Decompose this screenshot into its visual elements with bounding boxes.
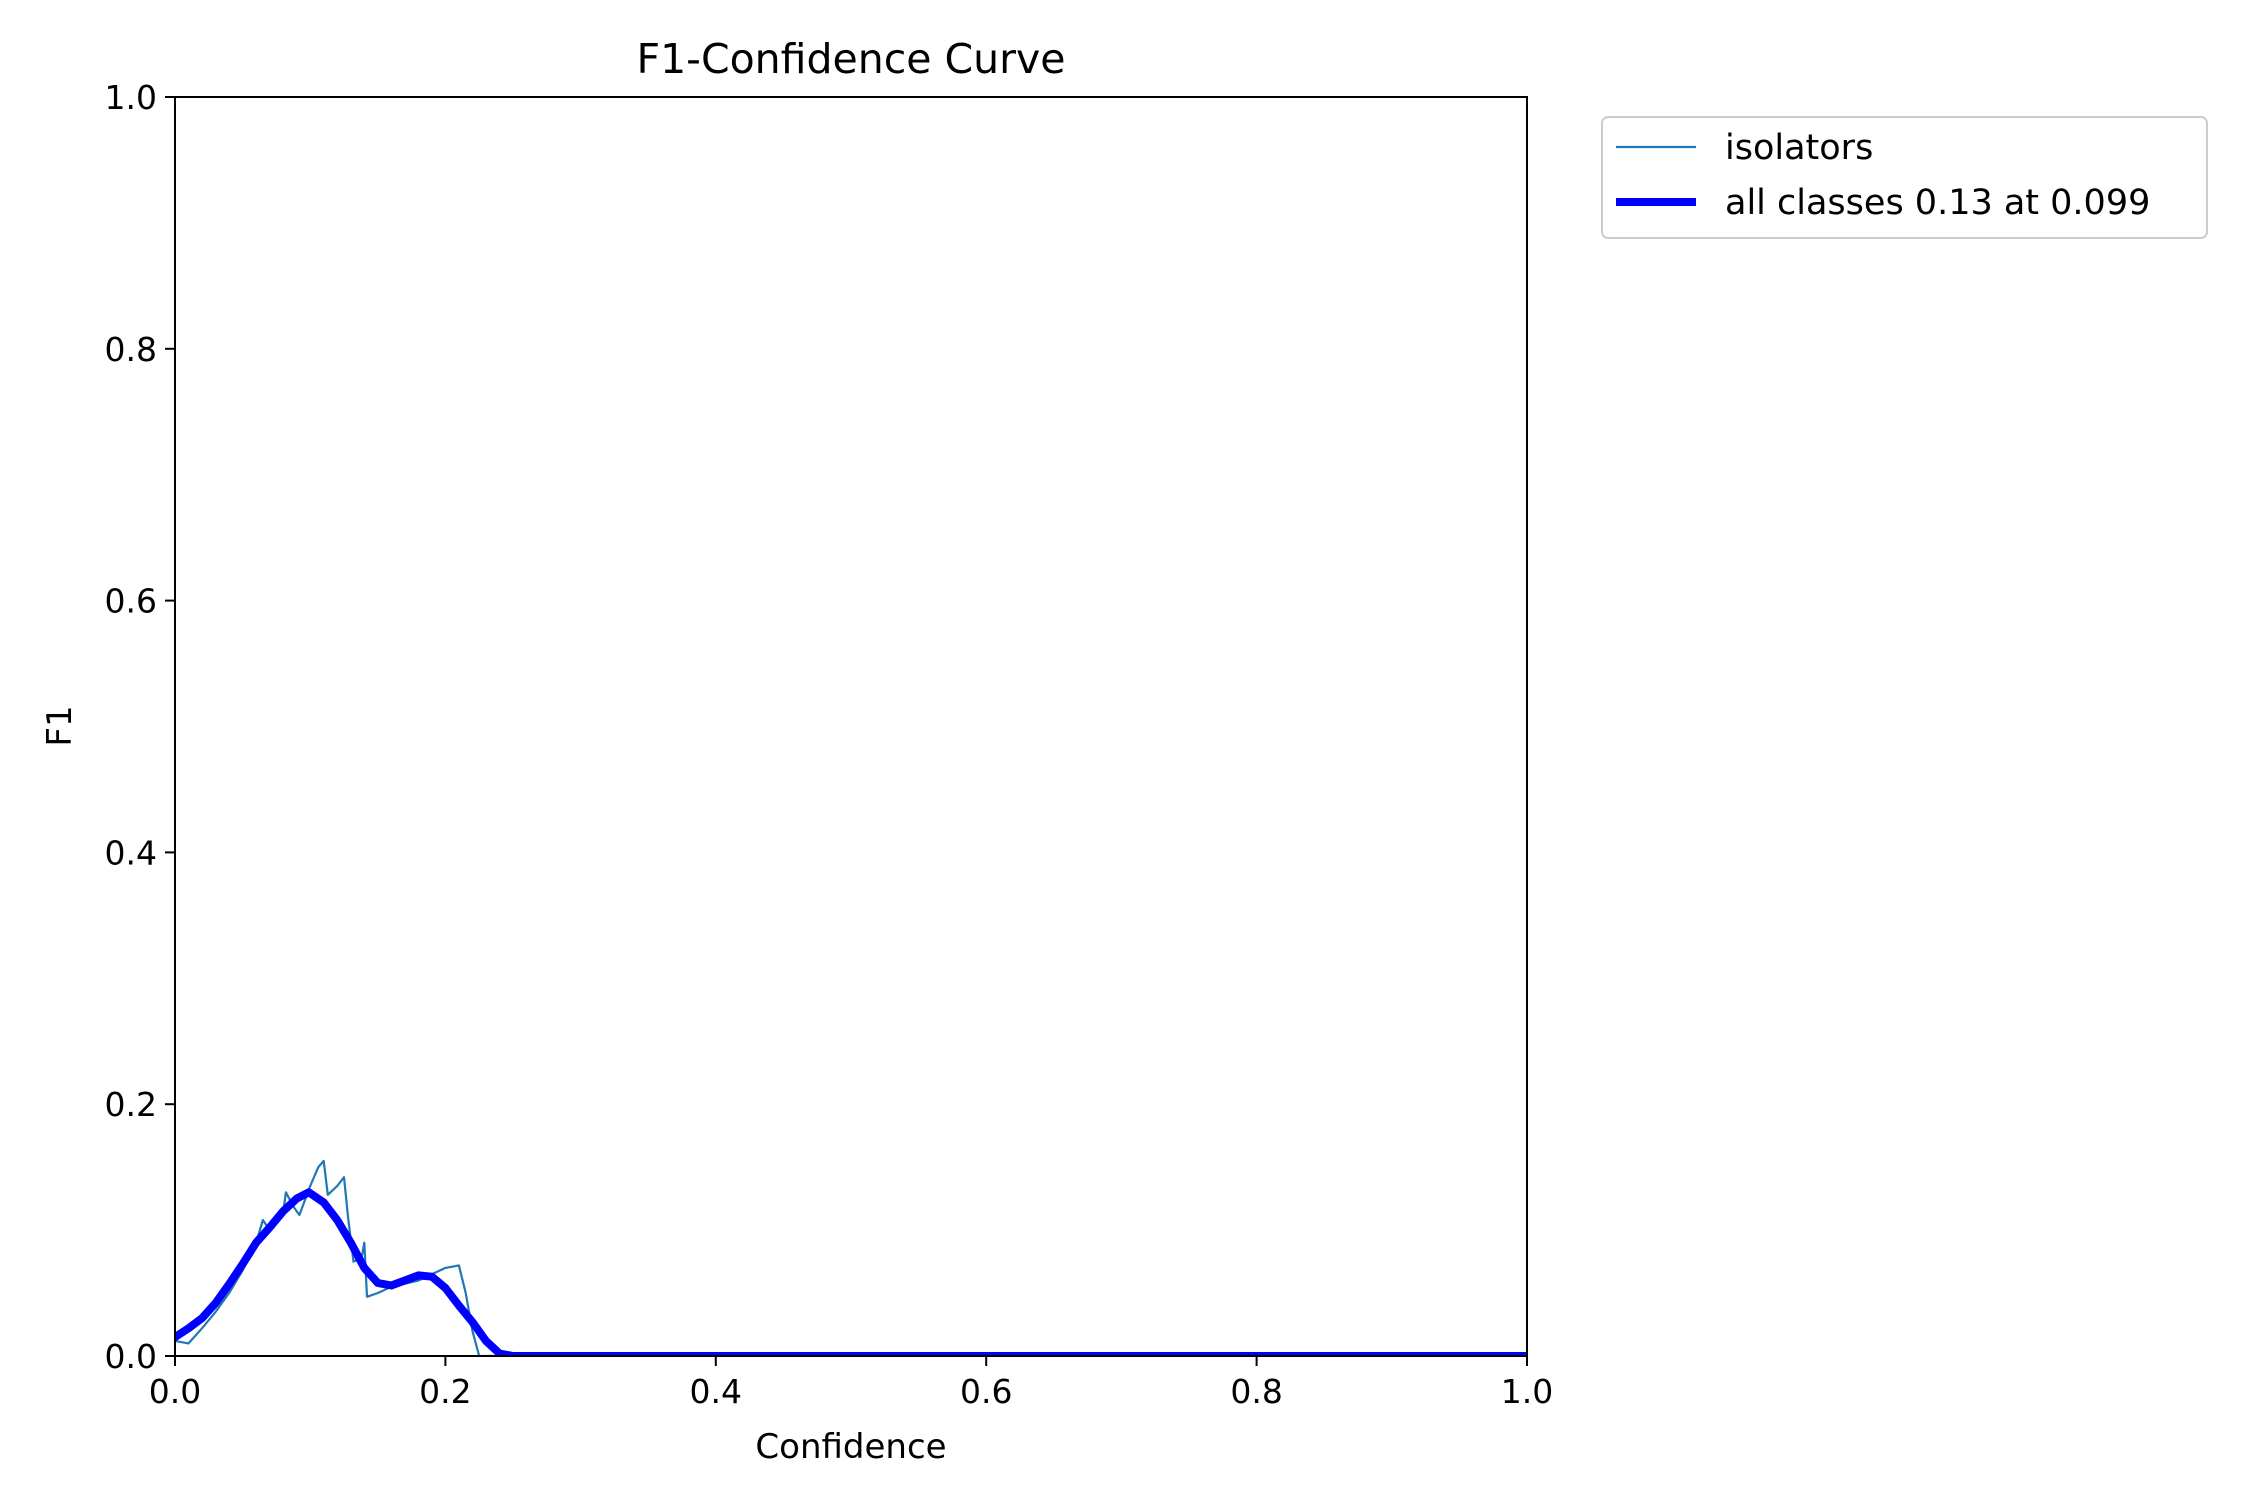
y-axis: 0.0 0.2 0.4 0.6 0.8 1.0 — [105, 78, 175, 1376]
y-tick-label: 0.6 — [105, 582, 157, 621]
y-axis-label: F1 — [40, 705, 80, 746]
x-tick-label: 0.2 — [419, 1372, 471, 1411]
series-line-all-classes — [175, 1188, 1527, 1356]
y-tick-label: 0.0 — [105, 1337, 157, 1376]
legend-label-isolators: isolators — [1725, 128, 1873, 168]
series-layer — [175, 1159, 1527, 1356]
x-axis-label: Confidence — [755, 1427, 946, 1467]
legend-label-all-classes: all classes 0.13 at 0.099 — [1725, 183, 2150, 223]
x-tick-label: 0.6 — [960, 1372, 1012, 1411]
x-tick-label: 0.0 — [149, 1372, 201, 1411]
chart-title: F1-Confidence Curve — [637, 35, 1066, 83]
x-tick-label: 0.4 — [690, 1372, 742, 1411]
y-tick-label: 0.2 — [105, 1085, 157, 1124]
y-tick-label: 0.4 — [105, 833, 157, 872]
x-tick-label: 1.0 — [1501, 1372, 1553, 1411]
y-tick-label: 0.8 — [105, 330, 157, 369]
plot-frame — [174, 96, 1528, 1357]
x-tick-label: 0.8 — [1230, 1372, 1282, 1411]
legend-frame — [1601, 116, 2208, 239]
y-tick-label: 1.0 — [105, 78, 157, 117]
x-axis: 0.0 0.2 0.4 0.6 0.8 1.0 — [149, 1356, 1553, 1411]
plot-area — [174, 96, 1528, 1357]
legend: isolators all classes 0.13 at 0.099 — [1601, 116, 2208, 239]
